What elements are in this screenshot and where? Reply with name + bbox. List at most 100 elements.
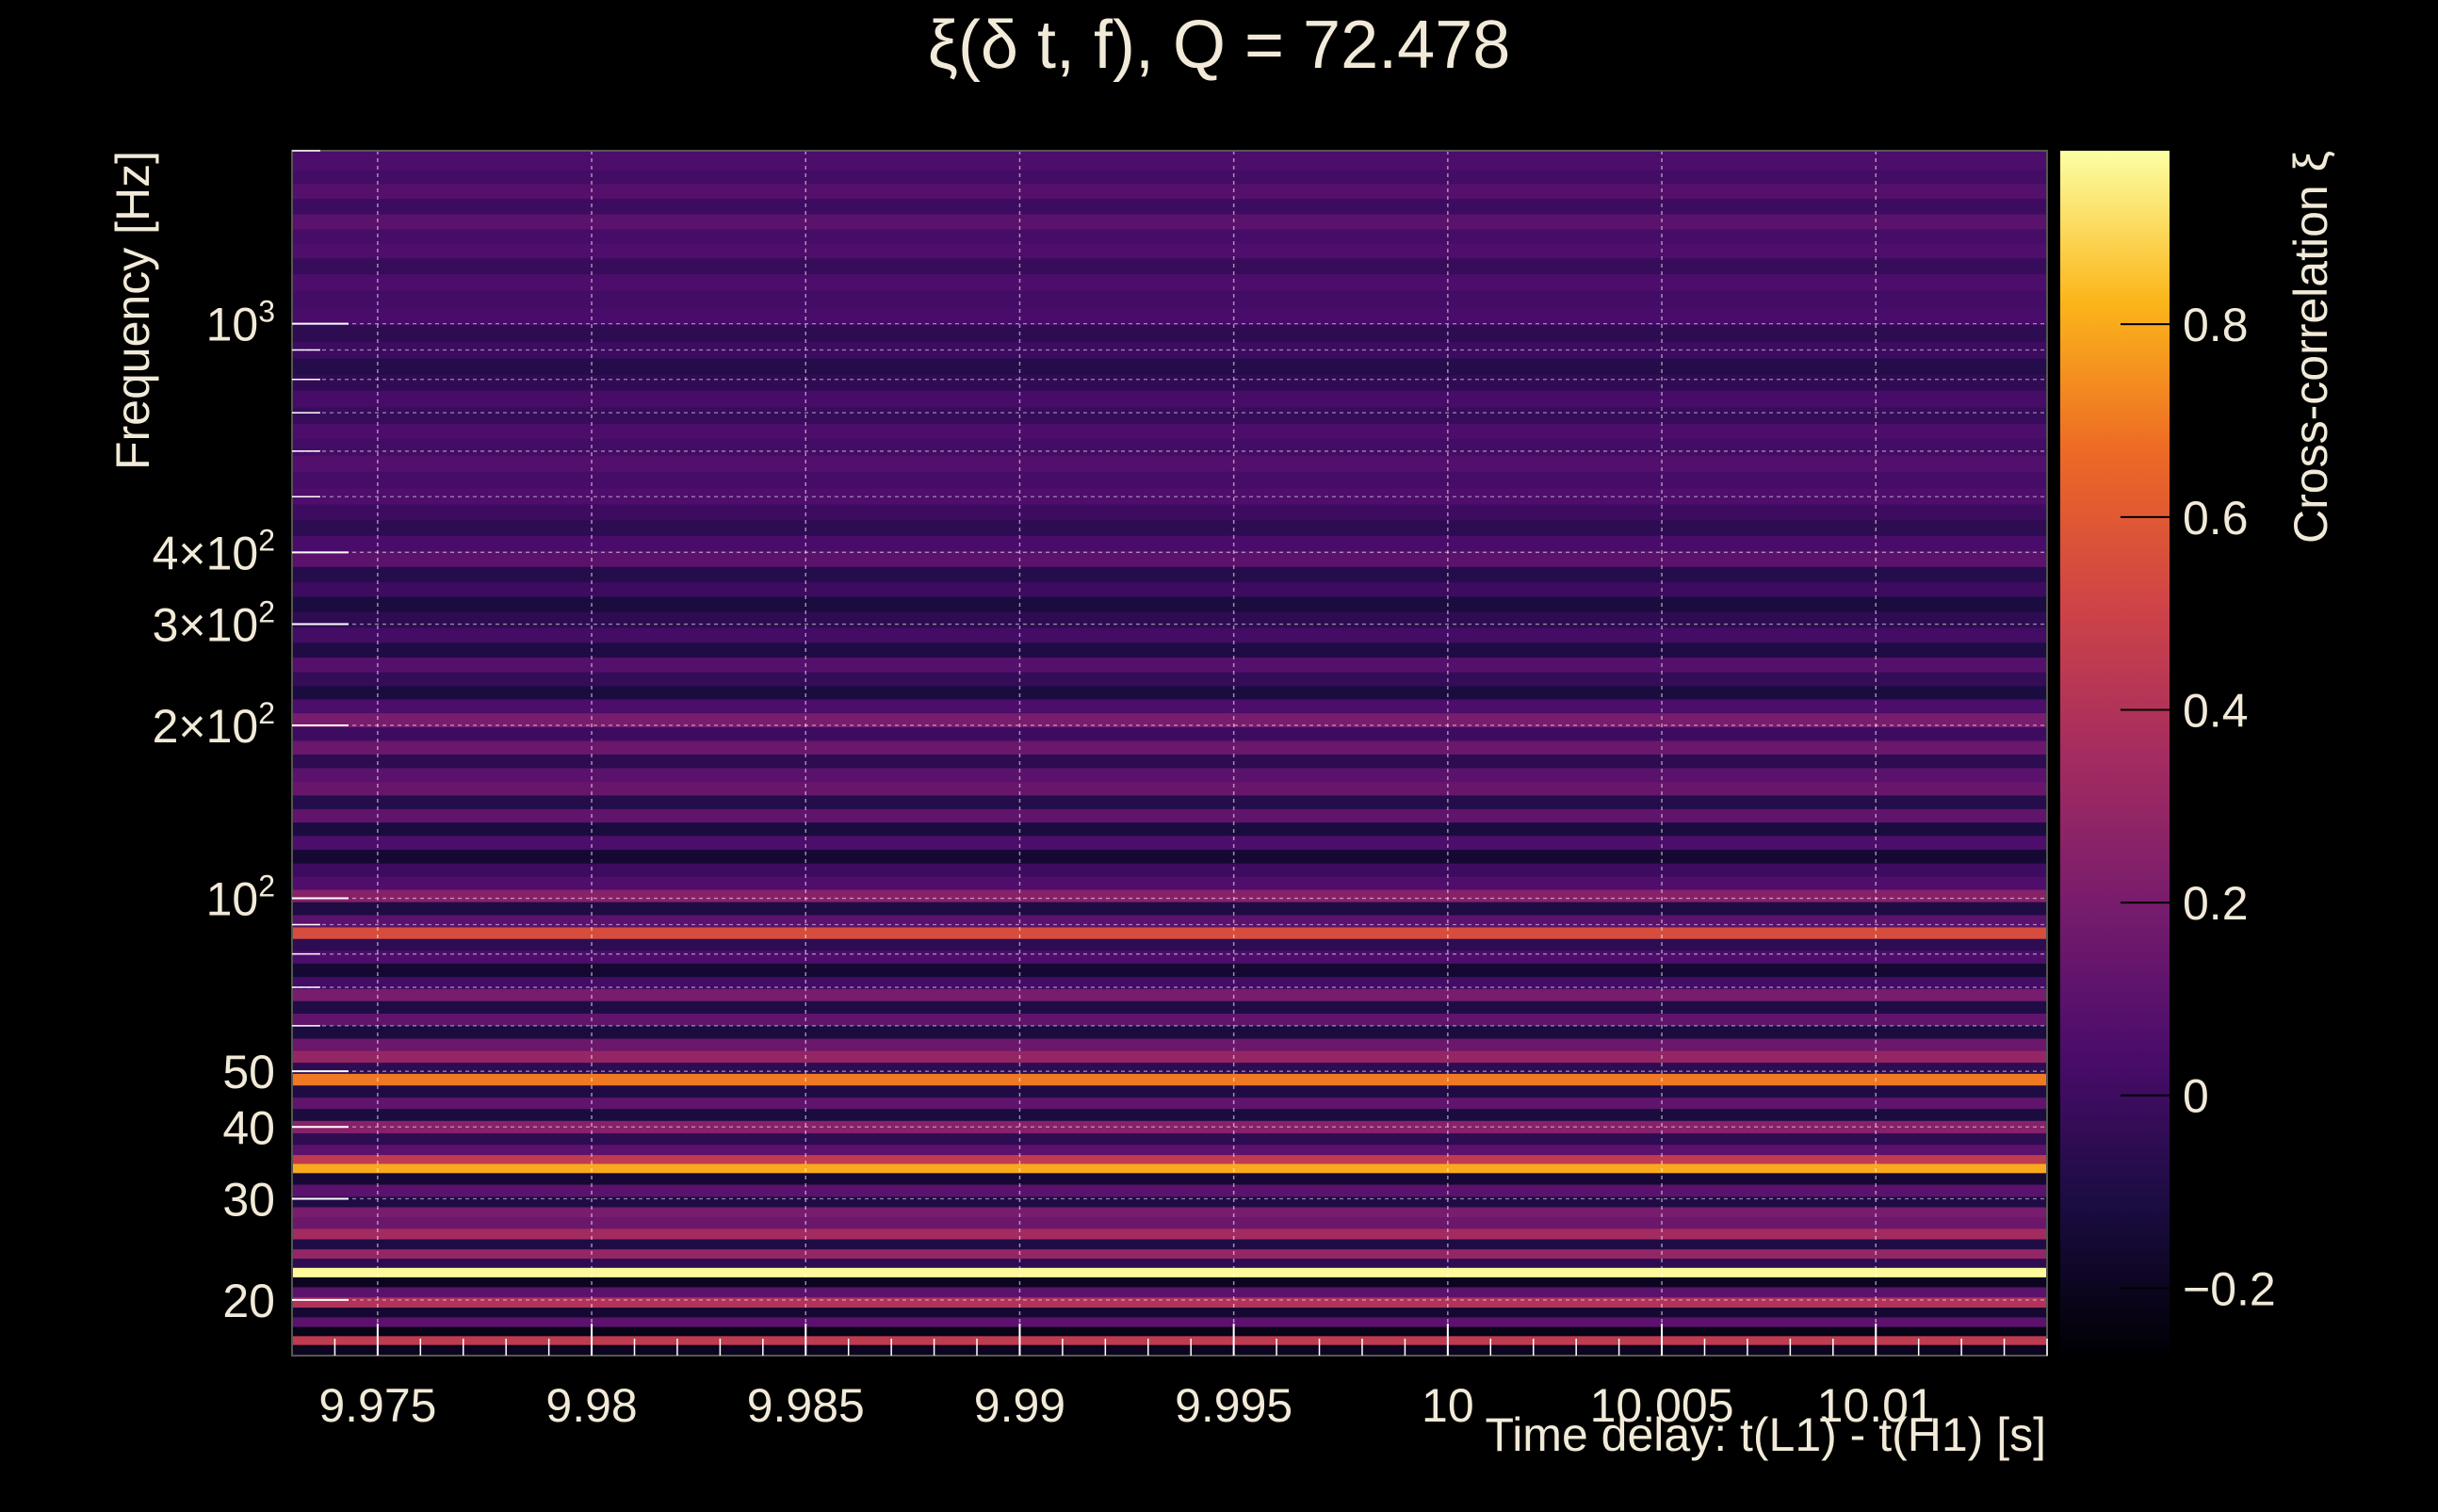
heatmap-band [292, 927, 2047, 940]
heatmap-band [292, 274, 2047, 292]
heatmap-band [292, 291, 2047, 309]
heatmap-band [292, 727, 2047, 742]
heatmap-band [292, 550, 2047, 568]
heatmap-band [292, 184, 2047, 200]
heatmap-band [292, 423, 2047, 440]
chart-title: ξ(δ t, f), Q = 72.478 [928, 8, 1511, 83]
heatmap-band [292, 170, 2047, 186]
plot-frame [291, 150, 2048, 1357]
heatmap-band [292, 915, 2047, 929]
colorbar [2060, 151, 2170, 1356]
x-tick-label: 10 [1422, 1379, 1474, 1432]
heatmap-band [292, 863, 2047, 878]
heatmap-band [292, 699, 2047, 714]
heatmap-band [292, 151, 2047, 171]
heatmap-band [292, 1097, 2047, 1110]
colorbar-tick-label: 0 [2183, 1070, 2209, 1123]
heatmap-band [292, 713, 2047, 728]
heatmap-band [292, 358, 2047, 376]
heatmap-band [292, 1000, 2047, 1015]
colorbar-axis: −0.2 0 0.2 0.4 0.6 0.8 [2121, 299, 2276, 1315]
heatmap-band [292, 1155, 2047, 1165]
heatmap-band [292, 740, 2047, 756]
heatmap-band [292, 1287, 2047, 1298]
heatmap-band [292, 754, 2047, 770]
heatmap-band [292, 1267, 2047, 1278]
heatmap-band [292, 1073, 2047, 1086]
heatmap-band [292, 1196, 2047, 1209]
x-tick-label: 10.01 [1817, 1379, 1935, 1432]
x-tick-label: 9.985 [747, 1379, 865, 1432]
heatmap-band [292, 1109, 2047, 1122]
heatmap-band [292, 390, 2047, 409]
heatmap-band [292, 439, 2047, 457]
heatmap-band [292, 1173, 2047, 1186]
heatmap-band [292, 977, 2047, 990]
heatmap-band [292, 1217, 2047, 1230]
heatmap-band [292, 611, 2047, 628]
heatmap-band [292, 504, 2047, 521]
x-tick-label: 9.995 [1175, 1379, 1292, 1432]
grid-layer [292, 150, 2047, 1356]
heatmap-band [292, 902, 2047, 917]
heatmap-layer [292, 151, 2047, 1356]
colorbar-tick-label: 0.6 [2183, 492, 2249, 545]
heatmap-band [292, 229, 2047, 245]
heatmap-band [292, 686, 2047, 700]
heatmap-band [292, 768, 2047, 783]
y-axis-label: Frequency [Hz] [106, 151, 159, 470]
colorbar-label: Cross-correlation ξ [2284, 151, 2337, 544]
heatmap-band [292, 988, 2047, 1002]
heatmap-band [292, 325, 2047, 343]
heatmap-band [292, 582, 2047, 598]
y-tick-label: 3×102 [153, 595, 275, 652]
heatmap-band [292, 1014, 2047, 1027]
heatmap-band [292, 781, 2047, 797]
y-tick-label: 40 [222, 1101, 275, 1154]
x-axis: 9.975 9.98 9.985 9.99 9.995 10 10.005 10.01 [318, 1324, 2048, 1432]
heatmap-band [292, 566, 2047, 583]
heatmap-band [292, 822, 2047, 837]
heatmap-band [292, 1085, 2047, 1098]
heatmap-band [292, 938, 2047, 952]
y-tick-label: 103 [206, 295, 275, 351]
heatmap-band [292, 1038, 2047, 1052]
heatmap-band [292, 1145, 2047, 1156]
x-tick-label: 9.975 [318, 1379, 436, 1432]
heatmap-band [292, 951, 2047, 965]
heatmap-band [292, 520, 2047, 537]
heatmap-band [292, 1336, 2047, 1346]
x-tick-label: 9.99 [974, 1379, 1065, 1432]
heatmap-band [292, 374, 2047, 392]
heatmap-band [292, 214, 2047, 231]
colorbar-tick-label: 0.8 [2183, 299, 2249, 351]
heatmap-band [292, 1344, 2047, 1356]
heatmap-band [292, 471, 2047, 489]
heatmap-band [292, 455, 2047, 473]
heatmap-band [292, 876, 2047, 891]
heatmap-band [292, 1259, 2047, 1269]
heatmap-band [292, 889, 2047, 903]
heatmap-band [292, 1249, 2047, 1260]
y-tick-label: 30 [222, 1173, 275, 1226]
heatmap-band [292, 1276, 2047, 1288]
y-tick-label: 2×102 [153, 696, 275, 753]
colorbar-tick-label: −0.2 [2183, 1262, 2276, 1315]
y-tick-label: 50 [222, 1046, 275, 1098]
heatmap-band [292, 535, 2047, 552]
heatmap-band [292, 1025, 2047, 1040]
heatmap-band [292, 1317, 2047, 1328]
heatmap-band [292, 596, 2047, 613]
x-tick-label: 9.98 [545, 1379, 637, 1432]
heatmap-band [292, 1228, 2047, 1241]
heatmap-band [292, 850, 2047, 865]
heatmap-band [292, 1050, 2047, 1064]
colorbar-tick-label: 0.4 [2183, 684, 2249, 737]
heatmap-band [292, 963, 2047, 978]
heatmap-band [292, 642, 2047, 658]
heatmap-band [292, 836, 2047, 851]
heatmap-band [292, 308, 2047, 326]
